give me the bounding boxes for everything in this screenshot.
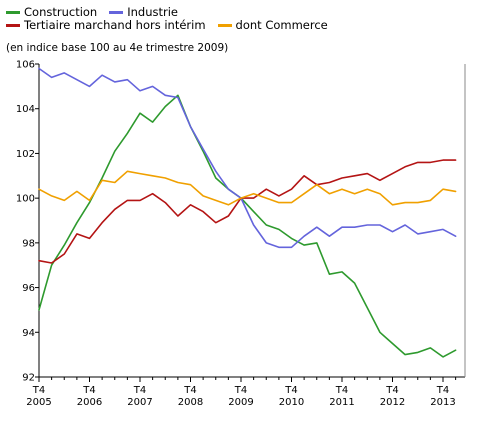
legend-label-construction: Construction	[24, 5, 98, 19]
y-tick-label-104: 104	[16, 104, 35, 115]
x-tick-label-top-6: T4	[335, 385, 348, 396]
x-tick-label-year-7: 2012	[380, 397, 405, 408]
y-tick-label-106: 106	[16, 60, 35, 71]
x-tick-label-year-8: 2013	[430, 397, 455, 408]
legend-item-tertiaire: Tertiaire marchand hors intérim	[6, 19, 206, 32]
x-tick-label-top-3: T4	[183, 385, 196, 396]
y-tick-label-100: 100	[16, 194, 35, 205]
x-tick-label-year-2: 2007	[127, 397, 152, 408]
x-tick-label-year-4: 2009	[228, 397, 253, 408]
series-line-industrie	[38, 67, 457, 249]
x-tick-label-year-5: 2010	[279, 397, 304, 408]
x-tick-label-top-0: T4	[32, 385, 45, 396]
y-tick-label-98: 98	[22, 238, 35, 249]
legend-label-industrie: Industrie	[127, 5, 179, 19]
legend-row-1: Construction Industrie	[6, 6, 340, 19]
x-tick-label-top-2: T4	[133, 385, 146, 396]
x-tick-label-top-5: T4	[284, 385, 297, 396]
legend-swatch-commerce	[217, 24, 232, 27]
x-tick-label-year-0: 2005	[26, 397, 51, 408]
legend-swatch-tertiaire	[6, 24, 20, 27]
x-tick-label-year-3: 2008	[178, 397, 203, 408]
x-tick-label-top-7: T4	[385, 385, 398, 396]
series-line-tertiaire-marchand-hors-int-rim	[38, 159, 457, 264]
y-tick-label-94: 94	[22, 328, 35, 339]
series-line-construction	[38, 94, 457, 358]
y-tick-label-96: 96	[22, 283, 35, 294]
legend-swatch-industrie	[109, 11, 124, 14]
legend-item-construction: Construction	[6, 6, 97, 19]
x-tick-label-top-4: T4	[234, 385, 247, 396]
x-tick-label-top-8: T4	[436, 385, 449, 396]
x-tick-label-year-1: 2006	[77, 397, 102, 408]
x-tick-label-year-6: 2011	[329, 397, 354, 408]
legend-row-2: Tertiaire marchand hors intérim dont Com…	[6, 19, 340, 32]
legend-swatch-construction	[6, 11, 20, 14]
x-tick-label-top-1: T4	[82, 385, 95, 396]
legend-item-commerce: dont Commerce	[217, 18, 328, 32]
chart-subtitle: (en indice base 100 au 4e trimestre 2009…	[6, 42, 229, 54]
legend-label-tertiaire: Tertiaire marchand hors intérim	[24, 18, 206, 32]
legend: Construction Industrie Tertiaire marchan…	[6, 6, 340, 32]
legend-label-commerce: dont Commerce	[235, 18, 328, 32]
y-tick-label-92: 92	[22, 373, 35, 384]
series-line-dont-commerce	[38, 170, 457, 206]
y-tick-label-102: 102	[16, 149, 35, 160]
legend-item-industrie: Industrie	[109, 6, 178, 19]
